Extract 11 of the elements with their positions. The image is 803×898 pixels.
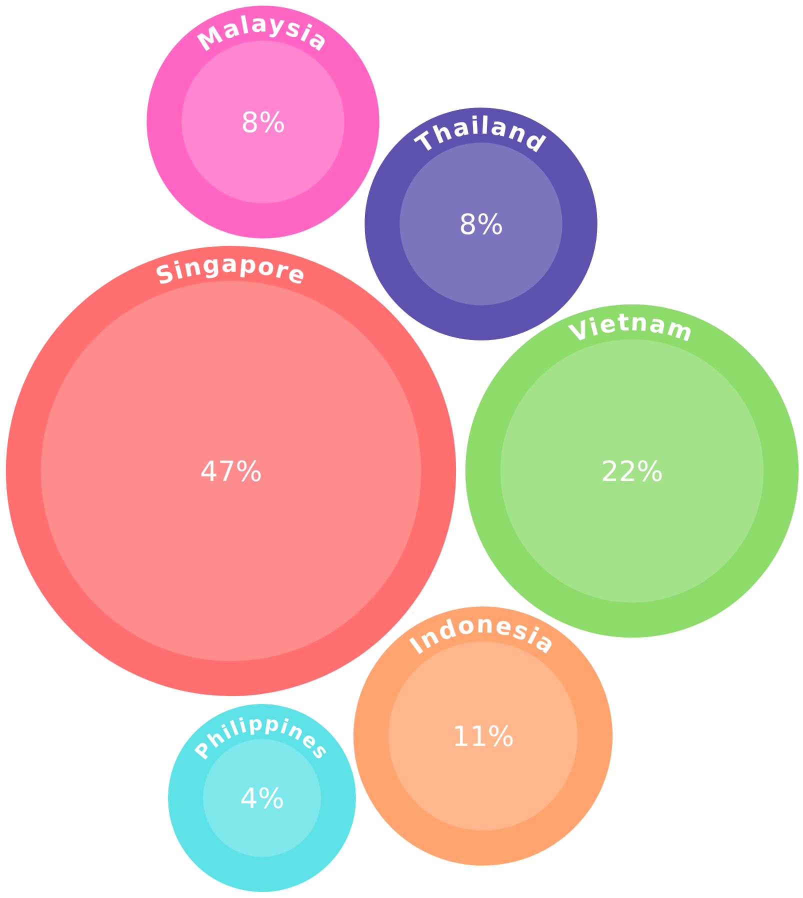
data-label: 4% <box>240 782 284 815</box>
category-label: Vietnam <box>566 308 698 348</box>
data-label: 8% <box>241 106 286 139</box>
data-label: 11% <box>452 720 514 753</box>
category-label: Singapore <box>152 250 310 291</box>
category-label: Malaysia <box>192 9 334 58</box>
data-label: 8% <box>459 208 504 241</box>
category-label: Indonesia <box>404 610 561 660</box>
category-label: Thailand <box>410 112 552 159</box>
data-label: 22% <box>601 455 664 488</box>
data-label: 47% <box>200 455 262 488</box>
